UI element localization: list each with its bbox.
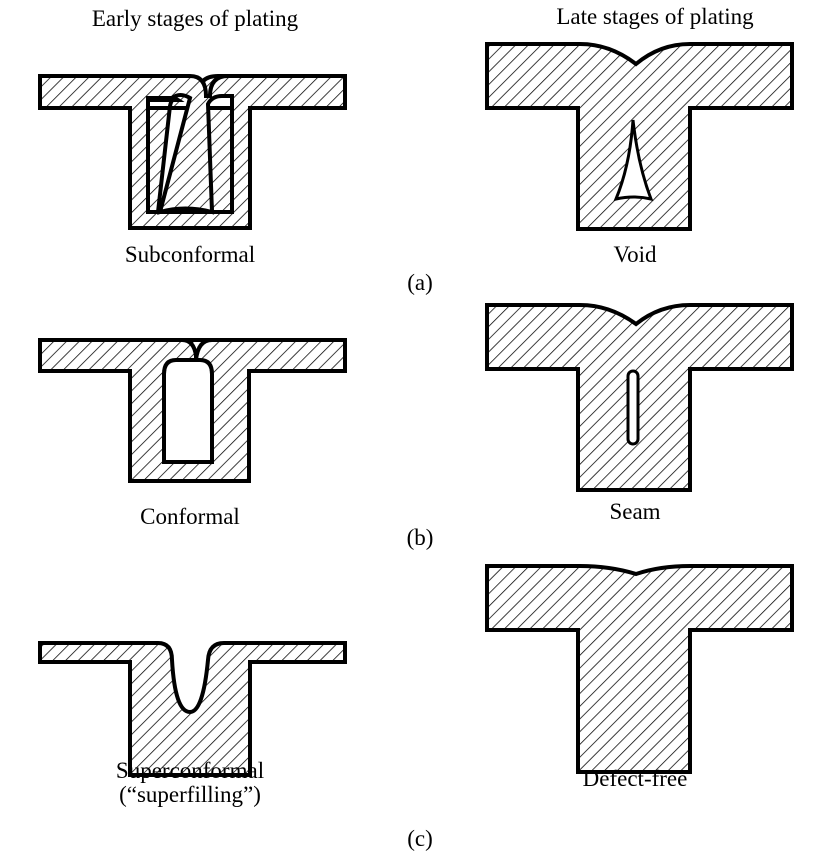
- label-superfilling: (“superfilling”): [119, 782, 261, 807]
- label-subconformal: Subconformal: [124, 242, 256, 267]
- defect-free-trench-figure: [485, 564, 794, 774]
- label-defect-free: Defect-free: [582, 766, 688, 791]
- label-superconformal: Superconformal: [115, 758, 265, 783]
- label-conformal: Conformal: [140, 504, 240, 529]
- seam-trench-figure: [485, 303, 794, 492]
- conformal-trench-figure: [38, 338, 347, 483]
- label-void: Void: [613, 242, 657, 267]
- marker-c: (c): [407, 826, 433, 851]
- header-early-stages: Early stages of plating: [91, 6, 299, 31]
- label-seam: Seam: [609, 499, 661, 524]
- marker-b: (b): [406, 525, 434, 550]
- void-trench-figure: [485, 42, 794, 231]
- superconformal-trench-figure: [38, 641, 347, 777]
- header-late-stages: Late stages of plating: [556, 4, 754, 29]
- marker-a: (a): [407, 270, 433, 295]
- subconformal-trench-figure: [38, 74, 347, 230]
